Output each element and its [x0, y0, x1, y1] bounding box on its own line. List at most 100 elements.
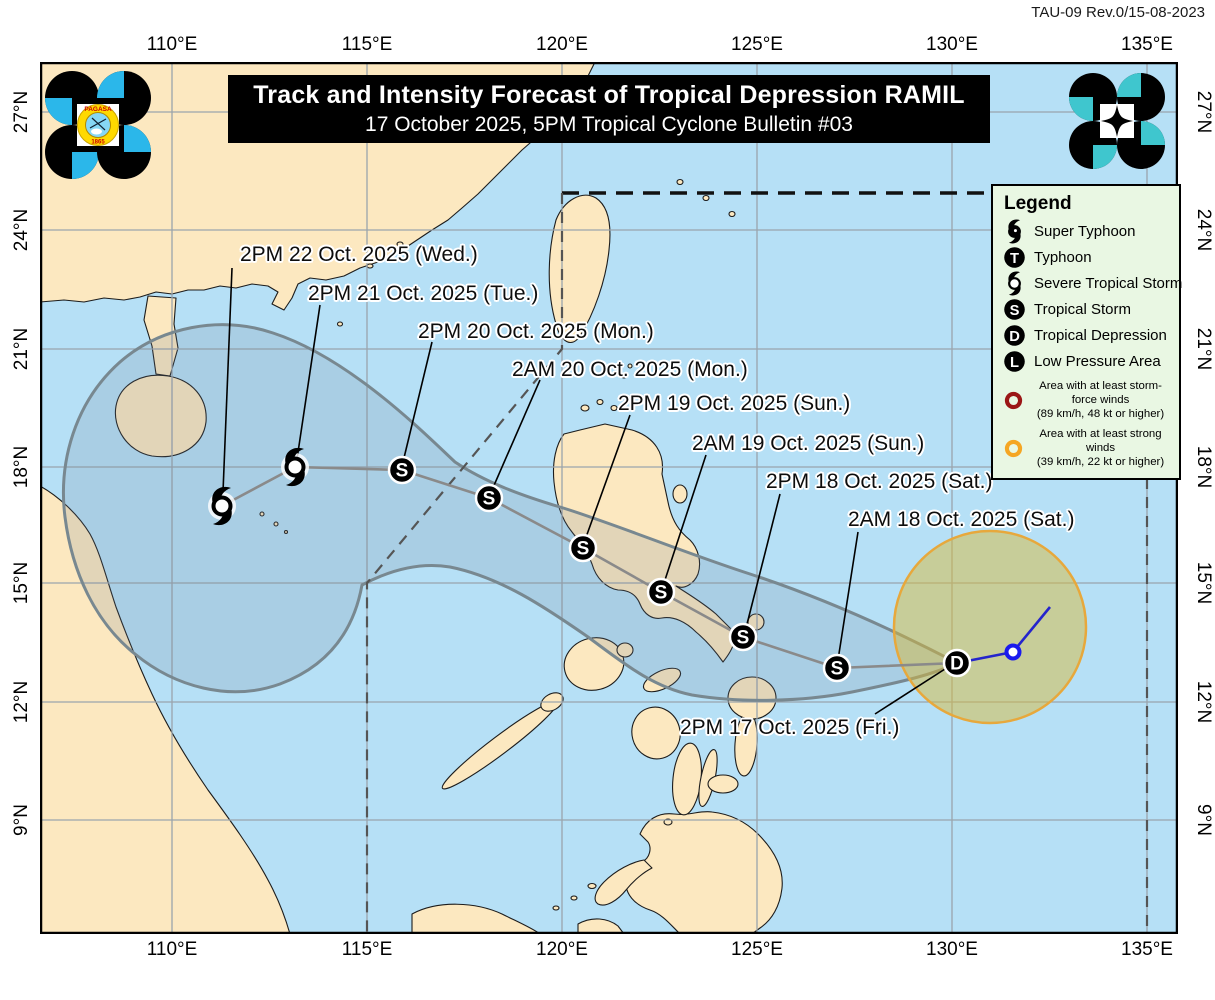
lat-label-left: 15°N [11, 561, 32, 605]
track-point-marker: D [942, 648, 972, 678]
track-point-label: 2PM 22 Oct. 2025 (Wed.) [240, 243, 478, 266]
lon-label-top: 130°E [926, 34, 978, 55]
legend-item-label: Super Typhoon [1034, 222, 1136, 240]
track-point-marker: S [568, 533, 598, 563]
label-pointer [584, 414, 631, 541]
lat-label-right: 27°N [1193, 90, 1214, 134]
legend-item-label: Typhoon [1034, 248, 1092, 266]
land-bohol [707, 774, 739, 794]
islet [627, 363, 633, 369]
track-point-label: 2PM 19 Oct. 2025 (Sun.) [618, 392, 851, 415]
svg-text:S: S [577, 539, 590, 560]
islet [552, 905, 560, 911]
label-pointer [662, 454, 707, 587]
svg-text:S: S [483, 489, 496, 510]
lat-label-right: 15°N [1193, 561, 1214, 605]
track-point-label: 2AM 20 Oct. 2025 (Mon.) [512, 358, 748, 381]
legend-wind-text: Area with at least storm-force winds (89 … [1036, 380, 1165, 420]
islet [570, 895, 578, 901]
document-reference: TAU-09 Rev.0/15-08-2023 [1031, 4, 1205, 21]
svg-text:S: S [396, 461, 409, 482]
lon-label-top: 115°E [341, 34, 393, 55]
severe-tropical-storm-icon [1008, 271, 1021, 295]
label-pointer [491, 379, 541, 491]
legend-item-label: Low Pressure Area [1034, 352, 1161, 370]
islet [728, 210, 736, 218]
islet [620, 373, 628, 379]
svg-text:L: L [1010, 354, 1019, 370]
bulletin-subtitle: 17 October 2025, 5PM Tropical Cyclone Bu… [365, 113, 853, 136]
lon-label-top: 120°E [536, 34, 588, 55]
bulletin-title: Track and Intensity Forecast of Tropical… [253, 81, 965, 109]
lon-label-bottom: 125°E [731, 939, 783, 960]
lat-label-right: 18°N [1193, 445, 1214, 489]
track-point-marker: S [474, 483, 504, 513]
islet [702, 194, 710, 202]
label-pointer-lines [222, 267, 946, 715]
islet [676, 178, 684, 186]
label-pointer [222, 267, 233, 493]
lat-label-left: 27°N [11, 90, 32, 134]
land-taiwan [548, 194, 611, 344]
islet [610, 404, 618, 412]
lat-label-left: 18°N [11, 445, 32, 489]
track-point-label: 2PM 21 Oct. 2025 (Tue.) [308, 282, 539, 305]
track-point-label: 2AM 19 Oct. 2025 (Sun.) [692, 432, 925, 455]
track-markers: D S S S S S S [206, 445, 972, 683]
legend-title: Legend [1004, 193, 1072, 214]
title-banner: Track and Intensity Forecast of Tropical… [228, 75, 990, 143]
legend-item-label: Tropical Depression [1034, 326, 1167, 344]
tropical-storm-icon: S [1004, 298, 1025, 320]
legend-item-typhoon: T Typhoon [1002, 244, 1171, 270]
svg-text:1865: 1865 [91, 140, 105, 146]
lon-label-bottom: 135°E [1121, 939, 1173, 960]
lat-label-right: 24°N [1193, 208, 1214, 252]
pagasa-logo: PAGASA 1865 [45, 71, 151, 179]
low-pressure-area-icon: L [1004, 350, 1025, 372]
legend-item-severe-tropical-storm: Severe Tropical Storm [1002, 270, 1182, 296]
svg-text:PAGASA: PAGASA [84, 106, 112, 113]
dost-logo [1069, 73, 1165, 169]
lat-label-right: 9°N [1193, 804, 1214, 836]
svg-text:S: S [655, 583, 668, 604]
tropical-depression-icon: D [1004, 324, 1025, 346]
track-point-marker: S [387, 455, 417, 485]
past-position-marker [1004, 643, 1022, 661]
wind-area-ring-icon [1004, 392, 1023, 410]
lon-label-top: 125°E [731, 34, 783, 55]
land-panay [631, 706, 681, 760]
lat-label-left: 9°N [11, 804, 32, 836]
islet [587, 882, 597, 890]
legend-item-label: Tropical Storm [1034, 300, 1131, 318]
svg-text:D: D [950, 654, 964, 675]
legend-item-tropical-storm: S Tropical Storm [1002, 296, 1171, 322]
islet [396, 241, 404, 247]
par-boundary-west [365, 193, 564, 934]
track-point-marker: S [646, 577, 676, 607]
lon-label-top: 135°E [1121, 34, 1173, 55]
legend-item-super-typhoon: Super Typhoon [1002, 218, 1171, 244]
map-border [40, 62, 1178, 934]
svg-text:S: S [1010, 302, 1020, 318]
land-hainan [114, 374, 207, 458]
islet [273, 521, 279, 527]
lon-label-bottom: 130°E [926, 939, 978, 960]
lat-label-right: 12°N [1193, 680, 1214, 724]
lon-label-bottom: 115°E [341, 939, 393, 960]
legend-panel: Legend Super Typhoon T Typhoon Severe Tropi… [991, 184, 1182, 481]
label-pointer [402, 341, 433, 463]
wind-area-ring-icon [1004, 439, 1023, 458]
svg-text:S: S [737, 628, 750, 649]
islet [283, 529, 289, 535]
lon-label-top: 110°E [146, 34, 198, 55]
svg-text:S: S [831, 659, 844, 680]
track-point-marker: S [822, 653, 852, 683]
label-pointer [744, 493, 781, 633]
islet [336, 321, 344, 327]
islet [580, 404, 590, 412]
typhoon-icon: T [1004, 246, 1025, 268]
islet [259, 511, 265, 517]
super-typhoon-icon [1008, 219, 1021, 243]
label-pointer [296, 304, 321, 460]
